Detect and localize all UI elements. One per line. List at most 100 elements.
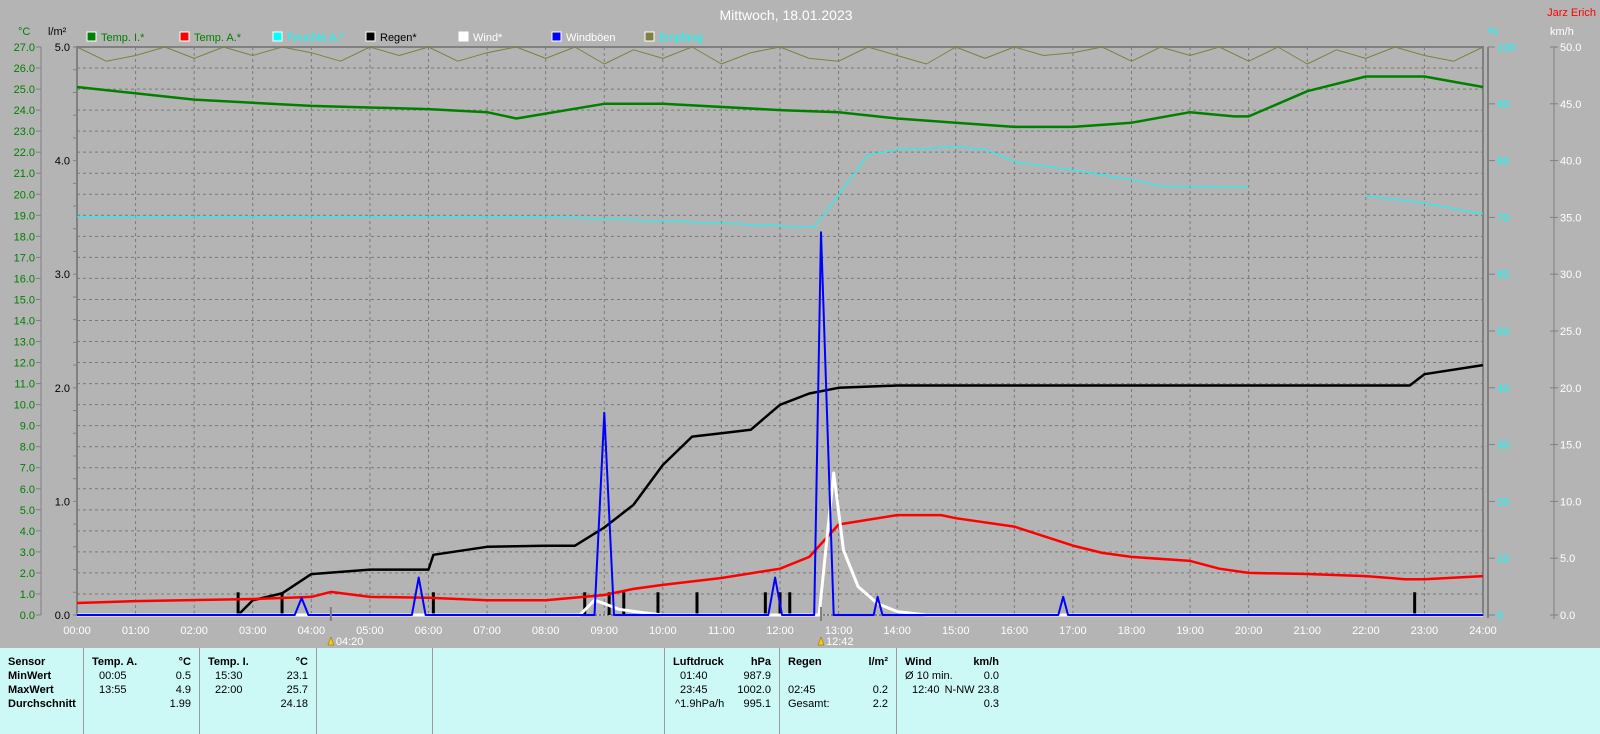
regen-unit: l/m² <box>868 656 888 668</box>
x-tick-label: 20:00 <box>1235 625 1263 637</box>
humidity-tick-label: 10 <box>1497 553 1509 565</box>
marker-label: 12:42 <box>826 636 854 648</box>
regen-time: Gesamt: <box>788 698 830 710</box>
humidity-tick-label: 50 <box>1497 326 1509 338</box>
temp-tick-label: 13.0 <box>14 337 35 349</box>
col-luftdruck: Luftdruck hPa 01:40 987.9 23:45 1002.0 ^1.9hPa… <box>665 648 780 734</box>
legend-label: Empfang <box>659 32 703 44</box>
wind-tick-label: 15.0 <box>1560 440 1581 452</box>
wind-tick-label: 5.0 <box>1560 553 1575 565</box>
legend-swatch-0 <box>86 31 97 42</box>
humidity-tick-label: 100 <box>1497 42 1515 54</box>
legend-swatch-2 <box>272 31 283 42</box>
temp_i-header: Temp. I. <box>208 656 249 668</box>
x-tick-label: 23:00 <box>1411 625 1439 637</box>
x-tick-label: 04:00 <box>298 625 326 637</box>
legend-label: Windböen <box>566 32 616 44</box>
label-avg: Durchschnitt <box>8 698 76 710</box>
temp_a-time: 00:05 <box>99 670 127 682</box>
humidity-tick-label: 60 <box>1497 269 1509 281</box>
col-wind: Wind km/h Ø 10 min. 0.0 12:40 N-NW 23.8 0.3 <box>897 648 1007 734</box>
header-sensor: Sensor <box>8 656 46 668</box>
temp-tick-label: 21.0 <box>14 168 35 180</box>
x-tick-label: 15:00 <box>942 625 970 637</box>
x-tick-label: 13:00 <box>825 625 853 637</box>
label-min: MinWert <box>8 670 52 682</box>
legend: Temp. I.* Temp. A.* Feuchte A.* Regen* Wind*… <box>86 31 703 44</box>
legend-swatch-6 <box>644 31 655 42</box>
legend-swatch-5 <box>551 31 562 42</box>
legend-label: Temp. I.* <box>101 32 145 44</box>
wind-tick-label: 50.0 <box>1560 42 1581 54</box>
marker-label: 04:20 <box>336 636 364 648</box>
temp_a-value: 0.5 <box>175 670 191 682</box>
series-line-regen- <box>77 363 1484 617</box>
regen-value: 2.2 <box>872 698 888 710</box>
wind-time: Ø 10 min. <box>905 670 953 682</box>
sun-arrow-icon <box>327 636 335 646</box>
legend-swatch-1 <box>179 31 190 42</box>
humidity-tick-label: 20 <box>1497 496 1509 508</box>
regen-value: 0.2 <box>872 684 888 696</box>
temp-tick-label: 8.0 <box>20 442 35 454</box>
temp_a-value: 1.99 <box>169 698 191 710</box>
temp_a-unit: °C <box>178 656 191 668</box>
series-line-feuchte-a- <box>77 146 1249 228</box>
x-tick-label: 14:00 <box>883 625 911 637</box>
legend-label: Wind* <box>473 32 503 44</box>
luftdruck-value: 987.9 <box>743 670 771 682</box>
wind-tick-label: 40.0 <box>1560 156 1581 168</box>
temp-tick-label: 3.0 <box>20 547 35 559</box>
temp-tick-label: 1.0 <box>20 589 35 601</box>
series-line-empfang <box>76 46 1484 65</box>
regen-header: Regen <box>788 656 822 668</box>
label-max: MaxWert <box>8 684 54 696</box>
x-tick-label: 21:00 <box>1293 625 1321 637</box>
temp-tick-label: 9.0 <box>20 421 35 433</box>
col-empty-2 <box>433 648 665 734</box>
x-tick-label: 12:00 <box>766 625 794 637</box>
chart-title: Mittwoch, 18.01.2023 <box>719 7 852 23</box>
time-markers: 04:20 12:42 <box>327 607 854 648</box>
grid <box>76 46 1489 618</box>
x-tick-label: 24:00 <box>1469 625 1497 637</box>
axis-label-wind: km/h <box>1550 26 1574 38</box>
axis-label-humidity: % <box>1488 26 1498 38</box>
x-tick-label: 10:00 <box>649 625 677 637</box>
col-temp-a: Temp. A. °C 00:05 0.5 13:55 4.9 1.99 <box>84 648 200 734</box>
rain-tick-label: 0.0 <box>55 610 70 622</box>
col-empty-1 <box>317 648 433 734</box>
wind-tick-label: 25.0 <box>1560 326 1581 338</box>
temp_a-value: 4.9 <box>175 684 191 696</box>
wind-value: N-NW 23.8 <box>944 684 999 696</box>
rain-tick-label: 3.0 <box>55 269 70 281</box>
temp_a-header: Temp. A. <box>92 656 138 668</box>
rain-tick-label: 1.0 <box>55 496 70 508</box>
series-line-windböen <box>77 231 1483 616</box>
humidity-tick-label: 30 <box>1497 440 1509 452</box>
col-sensor: Sensor MinWert MaxWert Durchschnitt <box>0 648 84 734</box>
weather-chart: Mittwoch, 18.01.2023 Jarz Erich °C l/m² … <box>14 7 1596 648</box>
luftdruck-value: 1002.0 <box>737 684 771 696</box>
x-tick-label: 11:00 <box>708 625 735 637</box>
temp-tick-label: 14.0 <box>14 315 35 327</box>
temp-tick-label: 2.0 <box>20 568 35 580</box>
temp_i-time: 22:00 <box>215 684 243 696</box>
x-tick-label: 06:00 <box>415 625 443 637</box>
luftdruck-value: 995.1 <box>743 698 771 710</box>
legend-swatch-4 <box>458 31 469 42</box>
temp_i-value: 25.7 <box>286 684 308 696</box>
temp-tick-label: 12.0 <box>14 358 35 370</box>
wind-tick-label: 45.0 <box>1560 99 1581 111</box>
temp-tick-label: 5.0 <box>20 505 35 517</box>
temp-tick-label: 24.0 <box>14 105 35 117</box>
temp-tick-label: 22.0 <box>14 147 35 159</box>
series-line-wind- <box>77 471 1483 617</box>
x-tick-label: 03:00 <box>239 625 267 637</box>
x-tick-label: 16:00 <box>1001 625 1029 637</box>
regen-time: 02:45 <box>788 684 816 696</box>
x-tick-label: 07:00 <box>473 625 501 637</box>
humidity-tick-label: 80 <box>1497 156 1509 168</box>
legend-swatch-3 <box>365 31 376 42</box>
axis-label-temp: °C <box>18 26 30 38</box>
